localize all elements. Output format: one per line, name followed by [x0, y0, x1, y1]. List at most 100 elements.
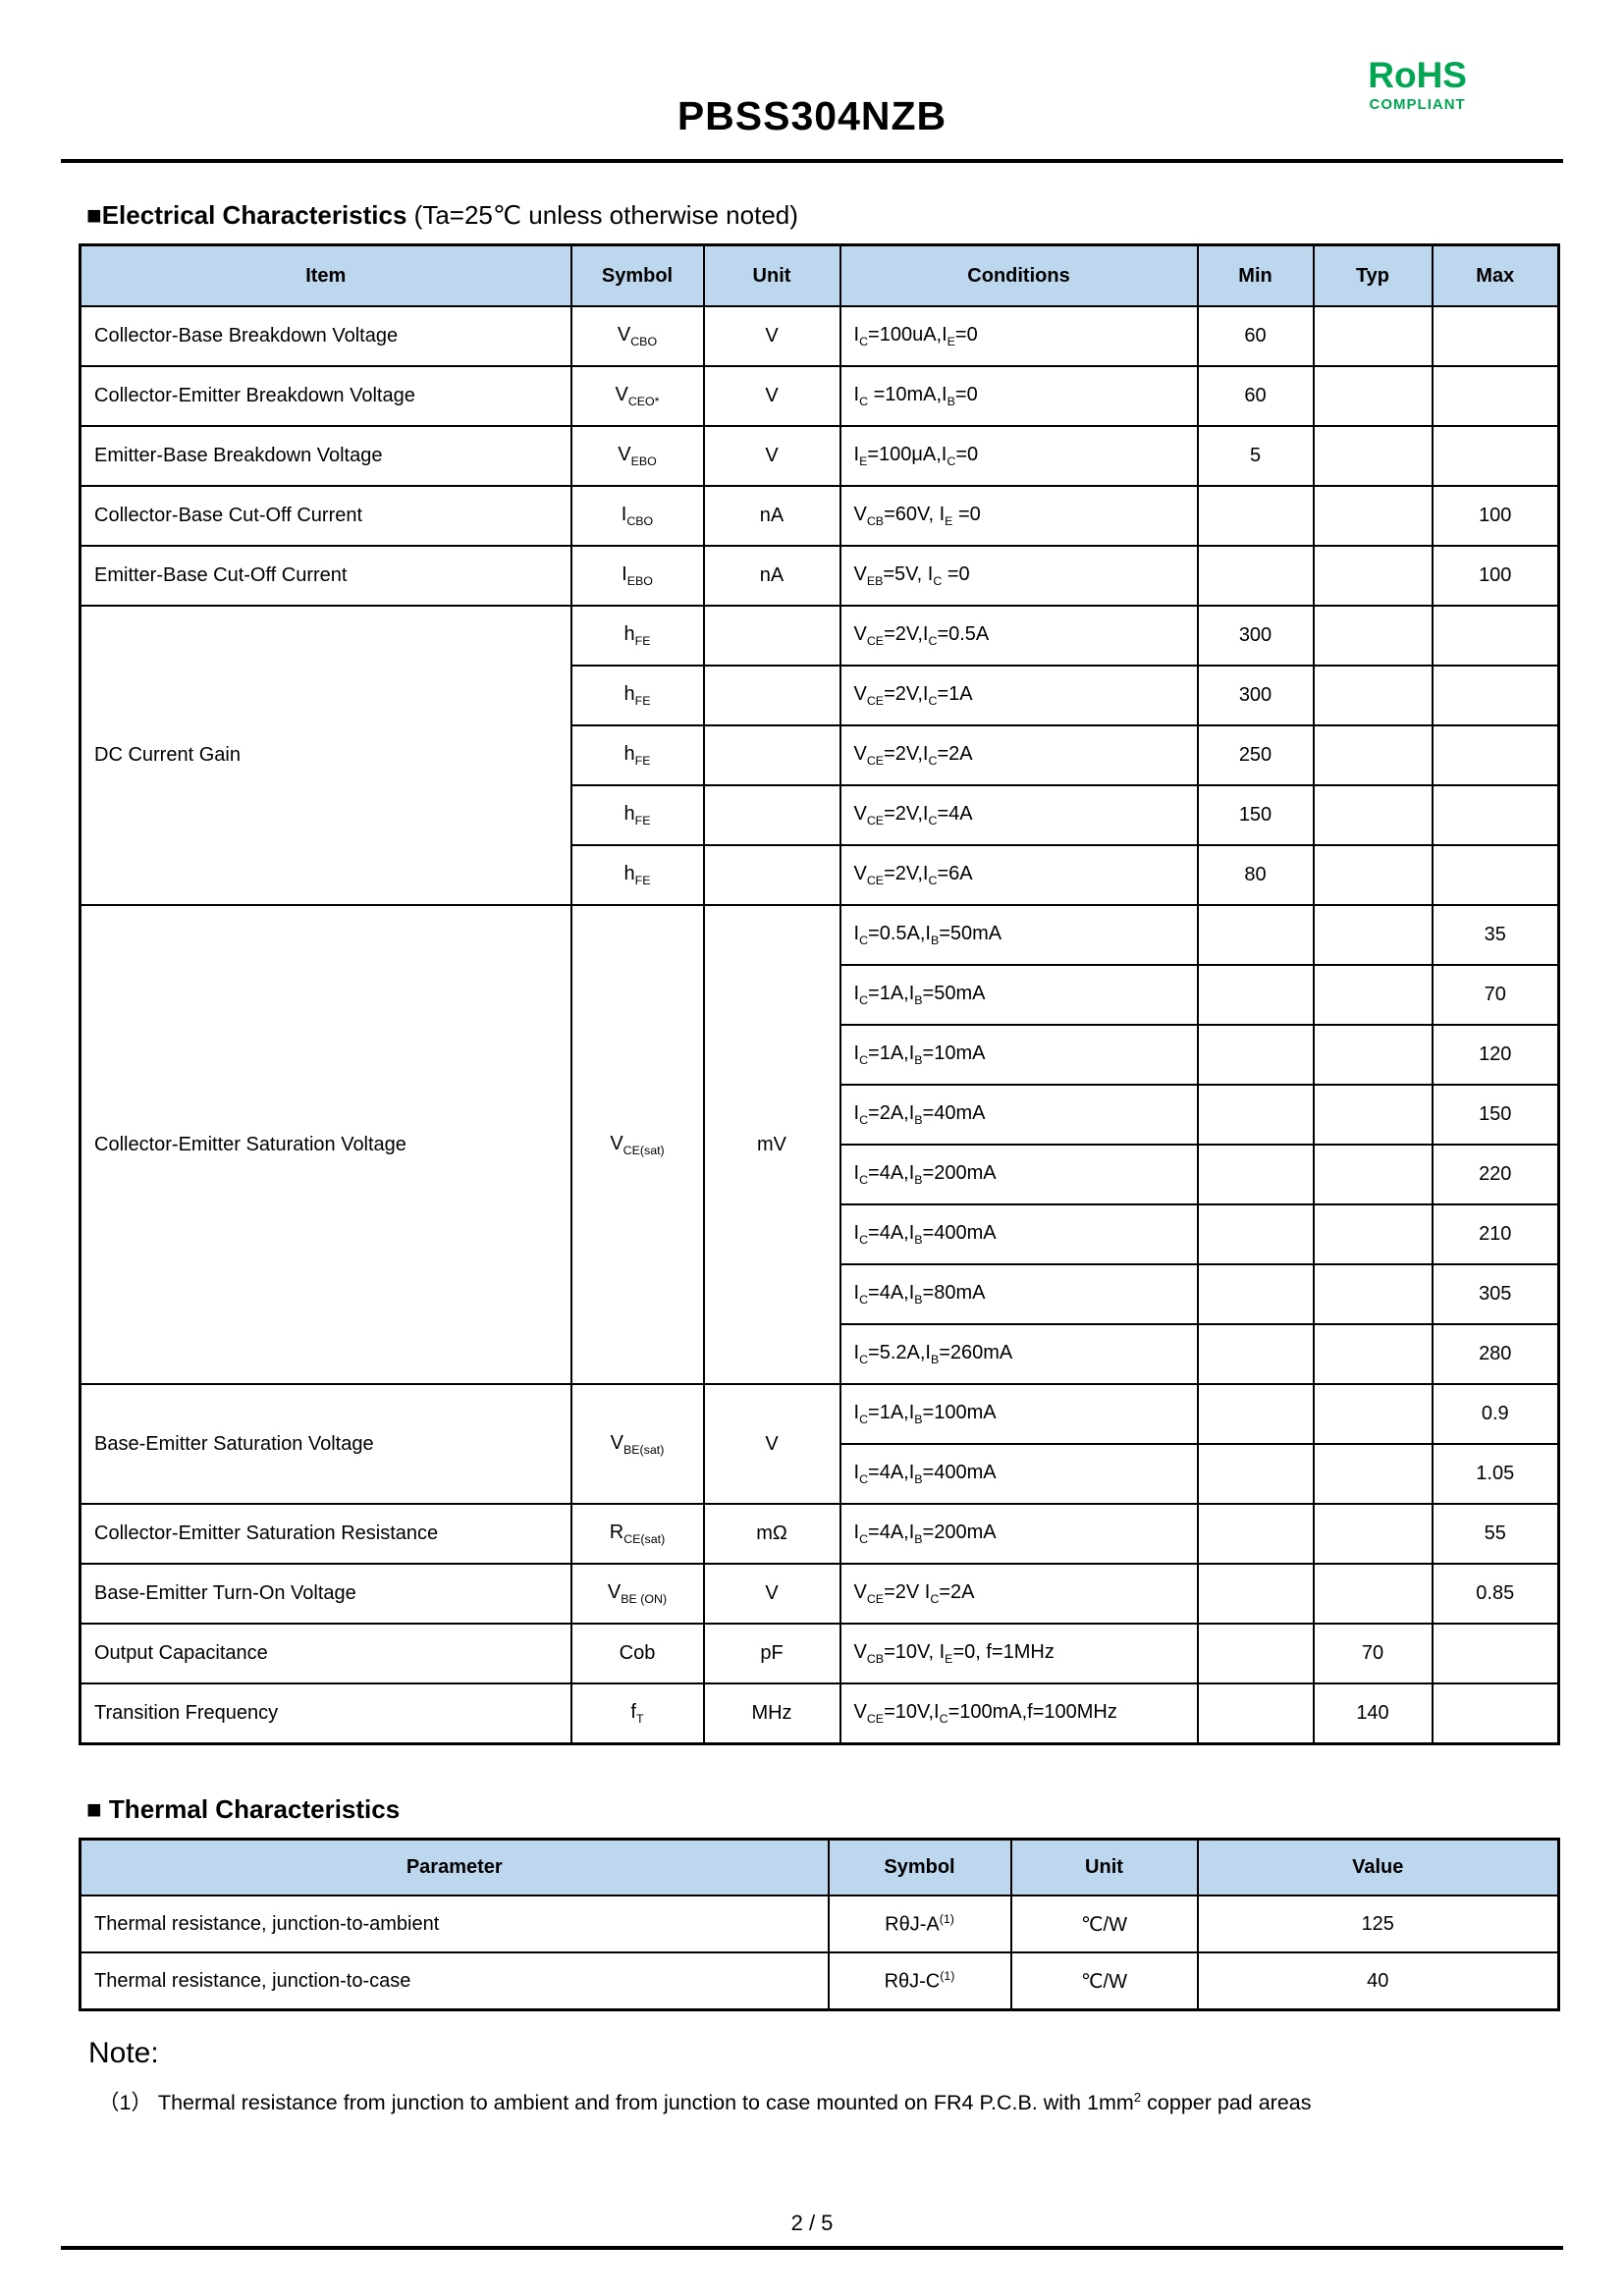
table-cell: 125 — [1196, 1895, 1560, 1954]
table-cell: Emitter-Base Cut-Off Current — [79, 545, 572, 608]
table-row: Emitter-Base Breakdown Voltage VEBO V IE=10… — [79, 425, 1560, 488]
table-cell: RCE(sat) — [569, 1503, 705, 1566]
table-cell — [1431, 844, 1560, 907]
column-header: Item — [79, 243, 572, 308]
table-cell: VCE=2V,IC=4A — [839, 784, 1199, 847]
table-cell: DC Current Gain — [79, 605, 572, 907]
table-cell: Emitter-Base Breakdown Voltage — [79, 425, 572, 488]
table-cell: 70 — [1431, 964, 1560, 1027]
table-cell: 220 — [1431, 1144, 1560, 1206]
table-cell: 70 — [1312, 1623, 1434, 1685]
table-cell: mΩ — [702, 1503, 841, 1566]
note-body: （1） Thermal resistance from junction to … — [98, 2090, 1312, 2115]
table-cell: pF — [702, 1623, 841, 1685]
table-cell — [1312, 964, 1434, 1027]
table-row: IC=4A,IB=400mA 1.05 — [81, 1443, 1560, 1506]
table-cell — [1196, 1383, 1315, 1446]
electrical-table-container: Item Symbol Unit Conditions Min Typ Max Collect… — [0, 243, 1624, 1746]
table-cell — [702, 724, 841, 787]
table-cell: IC=100uA,IE=0 — [839, 305, 1199, 368]
table-row: IC=5.2A,IB=260mA 280 — [81, 1323, 1560, 1386]
column-header: Unit — [702, 243, 841, 308]
table-cell — [1312, 784, 1434, 847]
table-row: Base-Emitter Saturation Voltage VBE(sat) V… — [79, 1383, 1560, 1506]
table-cell: Base-Emitter Turn-On Voltage — [79, 1563, 572, 1626]
column-header: Symbol — [827, 1838, 1012, 1897]
table-cell: fT — [569, 1682, 705, 1745]
table-cell — [1196, 485, 1315, 548]
table-cell — [1196, 1323, 1315, 1386]
table-cell: hFE — [569, 724, 705, 787]
column-header: Symbol — [569, 243, 705, 308]
table-cell: 100 — [1431, 545, 1560, 608]
table-cell: 55 — [1431, 1503, 1560, 1566]
table-cell: 60 — [1196, 305, 1315, 368]
table-row: Collector-Emitter Saturation Voltage VCE(… — [79, 904, 1560, 1386]
table-cell: VBE(sat) — [569, 1383, 705, 1506]
table-row: Collector-Base Breakdown Voltage VCBO V IC=… — [79, 305, 1560, 368]
table-row: IC=4A,IB=400mA 210 — [81, 1203, 1560, 1266]
table-cell — [1196, 545, 1315, 608]
table-cell: 140 — [1312, 1682, 1434, 1745]
table-row: Base-Emitter Turn-On Voltage VBE (ON) V VCE… — [79, 1563, 1560, 1626]
table-cell: Collector-Base Cut-Off Current — [79, 485, 572, 548]
table-cell — [1312, 844, 1434, 907]
table-cell — [1196, 1024, 1315, 1087]
table-cell: 0.9 — [1431, 1383, 1560, 1446]
table-cell: VCE=10V,IC=100mA,f=100MHz — [839, 1682, 1199, 1745]
table-cell: 35 — [1431, 904, 1560, 967]
table-cell: Collector-Emitter Breakdown Voltage — [79, 365, 572, 428]
rohs-label: RoHS — [1368, 55, 1467, 95]
table-cell: VCE=2V,IC=2A — [839, 724, 1199, 787]
table-row: hFE VCE=2V,IC=2A 250 — [81, 724, 1560, 787]
electrical-heading-note: (Ta=25℃ unless otherwise noted) — [406, 200, 798, 230]
electrical-heading-bold: ■Electrical Characteristics — [86, 200, 407, 230]
table-cell: IC=1A,IB=50mA — [839, 964, 1199, 1027]
table-cell: 60 — [1196, 365, 1315, 428]
table-cell — [1196, 1084, 1315, 1147]
column-header: Parameter — [79, 1838, 830, 1897]
table-cell: hFE — [569, 605, 705, 667]
table-cell — [1312, 545, 1434, 608]
table-cell: IC=2A,IB=40mA — [839, 1084, 1199, 1147]
electrical-section-heading: ■Electrical Characteristics (Ta=25℃ unle… — [86, 200, 1624, 231]
table-row: hFE VCE=2V,IC=1A 300 — [81, 665, 1560, 727]
column-header: Unit — [1009, 1838, 1199, 1897]
table-cell — [1196, 904, 1315, 967]
table-cell: 5 — [1196, 425, 1315, 488]
table-cell: IC=4A,IB=80mA — [839, 1263, 1199, 1326]
table-cell — [1312, 1503, 1434, 1566]
table-cell — [1196, 1263, 1315, 1326]
table-cell: VCEO* — [569, 365, 705, 428]
table-cell: IC=1A,IB=100mA — [839, 1383, 1199, 1446]
table-cell — [1431, 305, 1560, 368]
table-cell: VEB=5V, IC =0 — [839, 545, 1199, 608]
table-cell — [702, 784, 841, 847]
table-cell — [1312, 305, 1434, 368]
table-cell: hFE — [569, 844, 705, 907]
table-cell — [1312, 665, 1434, 727]
table-cell: V — [702, 425, 841, 488]
table-cell — [1196, 1503, 1315, 1566]
thermal-table-container: Parameter Symbol Unit Value Thermal resistan… — [0, 1838, 1624, 2012]
table-cell: IC=4A,IB=200mA — [839, 1503, 1199, 1566]
table-row: DC Current Gain hFE VCE=2V,IC=0.5A 300 — [79, 605, 1560, 907]
table-cell: ICBO — [569, 485, 705, 548]
table-cell: MHz — [702, 1682, 841, 1745]
table-cell: IC=4A,IB=400mA — [839, 1443, 1199, 1506]
table-cell — [1312, 485, 1434, 548]
column-header: Typ — [1312, 243, 1434, 308]
table-row: hFE VCE=2V,IC=4A 150 — [81, 784, 1560, 847]
note-heading: Note: — [88, 2037, 159, 2070]
table-cell: 120 — [1431, 1024, 1560, 1087]
table-cell — [1196, 1144, 1315, 1206]
table-cell: Collector-Emitter Saturation Resistance — [79, 1503, 572, 1566]
table-cell: 1.05 — [1431, 1443, 1560, 1506]
table-cell — [1312, 1443, 1434, 1506]
footer-divider — [61, 2246, 1563, 2251]
table-cell — [1431, 1623, 1560, 1685]
column-header: Conditions — [839, 243, 1199, 308]
table-cell: 250 — [1196, 724, 1315, 787]
table-cell — [1312, 1323, 1434, 1386]
table-cell — [1431, 425, 1560, 488]
